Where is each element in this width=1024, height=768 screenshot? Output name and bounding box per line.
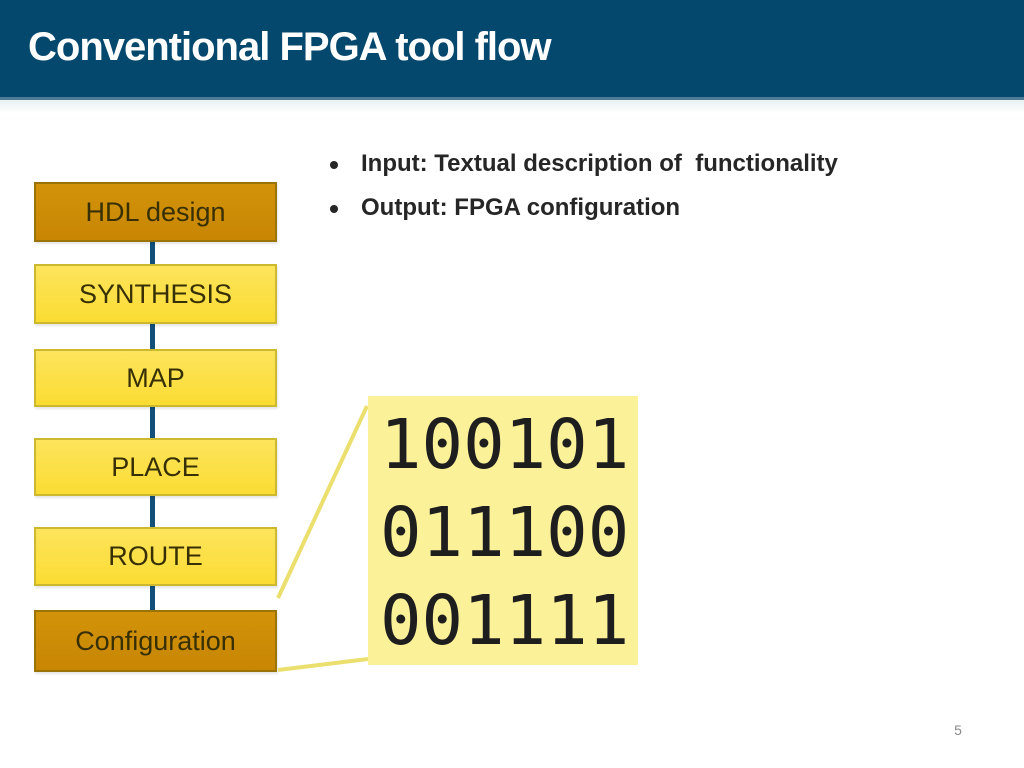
- flow-connector: [150, 407, 155, 438]
- flow-box-synthesis: SYNTHESIS: [34, 264, 277, 324]
- binary-text-line: 011100: [380, 493, 630, 573]
- bullet-item: Input: Textual description of functional…: [330, 150, 1000, 178]
- bullet-icon: [330, 161, 338, 169]
- flow-box-hdl-design: HDL design: [34, 182, 277, 242]
- flow-connector: [150, 242, 155, 264]
- flow-box-place: PLACE: [34, 438, 277, 496]
- flow-box-label: MAP: [126, 362, 185, 393]
- flow-box-route: ROUTE: [34, 527, 277, 586]
- bullet-item: Output: FPGA configuration: [330, 194, 1000, 222]
- bullet-text: Output: FPGA configuration: [361, 194, 681, 221]
- flow-box-label: SYNTHESIS: [78, 278, 233, 309]
- configuration-bits-callout: 100101 011100 001111: [368, 396, 638, 665]
- flow-box-label: PLACE: [111, 451, 200, 482]
- bullet-text: Input: Textual description of functional…: [361, 150, 838, 177]
- binary-text-line: 001111: [380, 581, 630, 661]
- flow-box-configuration: Configuration: [34, 610, 277, 672]
- flow-connector: [150, 324, 155, 349]
- flow-box-label: Configuration: [75, 625, 236, 656]
- slide-title: Conventional FPGA tool flow: [28, 25, 552, 69]
- title-bar: Conventional FPGA tool flow: [0, 0, 1024, 114]
- flow-box-label: HDL design: [85, 196, 226, 227]
- bullet-icon: [330, 205, 338, 213]
- page-number: 5: [954, 722, 962, 738]
- binary-text-line: 100101: [380, 405, 630, 485]
- flow-connector: [150, 496, 155, 527]
- flow-connector: [150, 586, 155, 610]
- bullet-list: Input: Textual description of functional…: [330, 150, 1000, 238]
- flow-box-label: ROUTE: [108, 541, 203, 571]
- flow-box-map: MAP: [34, 349, 277, 407]
